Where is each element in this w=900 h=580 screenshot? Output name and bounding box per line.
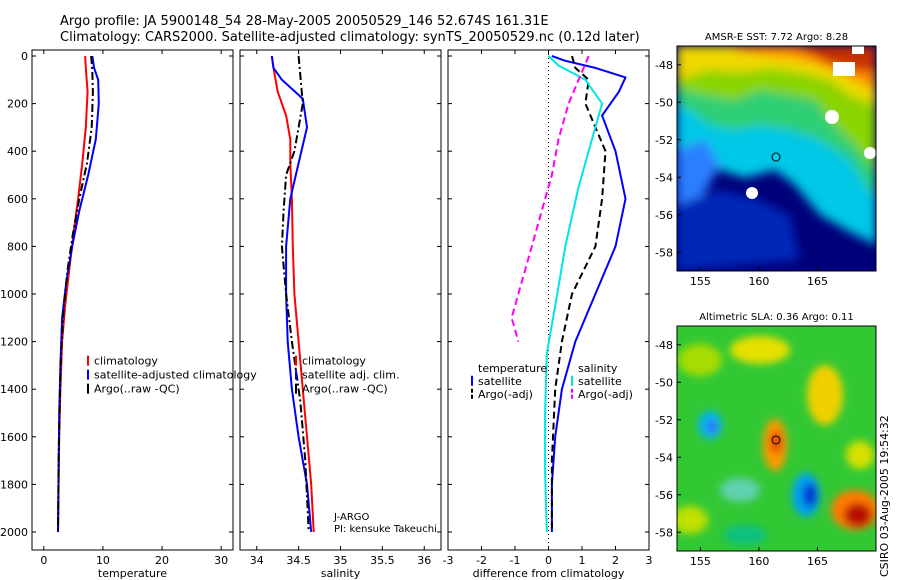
legend-entry: satellite (578, 375, 622, 388)
legend-entry: satellite adj. clim. (302, 369, 399, 382)
y-tick-label: 1800 (0, 478, 28, 491)
x-tick-label: 34 (250, 554, 264, 567)
y-tick-label: 1200 (0, 336, 28, 349)
temperature-frame (31, 49, 234, 551)
sla-map (676, 325, 877, 552)
x-tick-label: 10 (96, 554, 110, 567)
map-x-tick-label: 155 (690, 275, 711, 288)
series-satellite-adj-clim- (270, 55, 313, 533)
legend-entry: Argo(..raw -QC) (302, 383, 388, 396)
x-tick-label: 2 (612, 554, 619, 567)
series-temperature-argo-adj- (550, 55, 607, 532)
series-climatology (57, 55, 89, 533)
series-satellite-adjusted-climatology (57, 55, 100, 533)
series-salinity-satellite (544, 55, 604, 533)
y-tick-label: 1000 (0, 288, 28, 301)
y-tick-label: 600 (7, 193, 28, 206)
x-tick-label: -1 (510, 554, 521, 567)
map-x-tick-label: 155 (690, 555, 711, 568)
map-y-tick-label: -56 (655, 489, 673, 502)
map-x-tick-label: 160 (748, 275, 769, 288)
y-tick-label: 400 (7, 145, 28, 158)
map-x-tick-label: 160 (748, 555, 769, 568)
map-y-tick-label: -56 (655, 209, 673, 222)
map-y-tick-label: -52 (655, 134, 673, 147)
x-tick-label: 30 (214, 554, 228, 567)
sst-map (676, 45, 877, 272)
x-tick-label: 35.5 (370, 554, 395, 567)
x-tick-label: 36 (417, 554, 431, 567)
legend-entry: climatology (302, 355, 366, 368)
x-tick-label: -2 (476, 554, 487, 567)
map-title: Altimetric SLA: 0.36 Argo: 0.11 (699, 312, 854, 323)
legend-entry: Argo(..raw -QC) (94, 383, 180, 396)
series-argo-raw-qc- (57, 55, 94, 533)
legend-entry: salinity (578, 362, 618, 375)
legend-entry: climatology (94, 355, 158, 368)
x-tick-label: 35 (334, 554, 348, 567)
x-axis-label: temperature (98, 567, 167, 580)
map-y-tick-label: -48 (655, 59, 673, 72)
map-y-tick-label: -58 (655, 246, 673, 259)
x-tick-label: -3 (443, 554, 454, 567)
x-axis-label: salinity (321, 567, 361, 580)
y-tick-label: 200 (7, 98, 28, 111)
x-tick-label: 34.5 (286, 554, 311, 567)
legend-entry: Argo(-adj) (578, 388, 633, 401)
salinity-frame (239, 49, 442, 551)
legend-entry: temperature (478, 362, 547, 375)
map-y-tick-label: -50 (655, 376, 673, 389)
y-tick-label: 2000 (0, 526, 28, 539)
credit-timestamp: CSIRO 03-Aug-2005 19:54:32 (878, 415, 891, 577)
x-tick-label: 0 (40, 554, 47, 567)
legend-entry: satellite-adjusted climatology (94, 369, 257, 382)
legend-entry: Argo(-adj) (478, 388, 533, 401)
map-y-tick-label: -58 (655, 526, 673, 539)
y-tick-label: 800 (7, 240, 28, 253)
climatology-subtitle: Climatology: CARS2000. Satellite-adjuste… (60, 30, 640, 45)
x-tick-label: 3 (646, 554, 653, 567)
legend-entry: satellite (478, 375, 522, 388)
map-y-tick-label: -50 (655, 96, 673, 109)
profile-title: Argo profile: JA 5900148_54 28-May-2005 … (60, 14, 549, 29)
map-x-tick-label: 165 (807, 275, 828, 288)
series-temperature-satellite (550, 55, 627, 532)
map-y-tick-label: -48 (655, 339, 673, 352)
x-tick-label: 1 (579, 554, 586, 567)
x-axis-label: difference from climatology (473, 567, 625, 580)
map-y-tick-label: -54 (655, 451, 673, 464)
y-tick-label: 1400 (0, 383, 28, 396)
y-tick-label: 1600 (0, 431, 28, 444)
x-tick-label: 20 (155, 554, 169, 567)
x-tick-label: 0 (545, 554, 552, 567)
map-y-tick-label: -54 (655, 171, 673, 184)
series-climatology (270, 55, 315, 533)
map-x-tick-label: 165 (807, 555, 828, 568)
map-title: AMSR-E SST: 7.72 Argo: 8.28 (705, 32, 848, 43)
annotation: PI: kensuke Takeuchi (334, 524, 437, 535)
y-tick-label: 0 (21, 50, 28, 63)
series-salinity-argo-adj- (510, 55, 590, 342)
annotation: J-ARGO (333, 512, 370, 523)
series-argo-raw-qc- (280, 55, 310, 533)
map-y-tick-label: -52 (655, 414, 673, 427)
